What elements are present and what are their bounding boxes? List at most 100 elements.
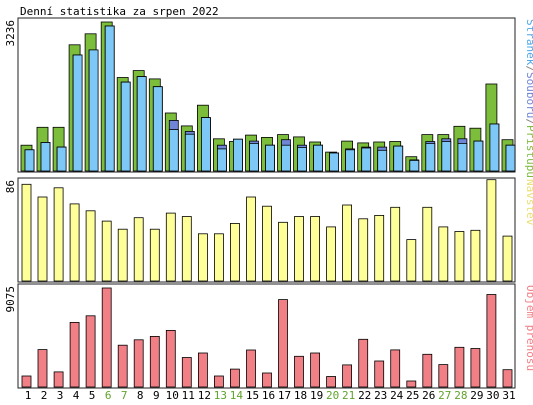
day-label-2: 2 bbox=[41, 389, 48, 402]
bar-objem-přenosu-day-27 bbox=[438, 364, 449, 388]
bar-návštěv-day-29 bbox=[470, 229, 481, 282]
bar-návštěv-day-14 bbox=[229, 222, 240, 282]
bar-stránek-day-31 bbox=[505, 144, 516, 172]
day-label-3: 3 bbox=[57, 389, 64, 402]
bar-objem-přenosu-day-9 bbox=[149, 335, 160, 388]
bar-návštěv-day-19 bbox=[310, 216, 321, 282]
bar-objem-přenosu-day-19 bbox=[310, 352, 321, 388]
bar-stránek-day-20 bbox=[329, 152, 340, 172]
legend-entry: Objem přenosu bbox=[524, 285, 533, 371]
bar-návštěv-day-17 bbox=[278, 221, 288, 282]
day-label-19: 19 bbox=[310, 389, 323, 402]
bar-objem-přenosu-day-22 bbox=[358, 338, 369, 388]
bar-objem-přenosu-day-29 bbox=[470, 348, 481, 388]
bar-objem-přenosu-day-24 bbox=[390, 349, 401, 388]
bar-stránek-day-30 bbox=[489, 123, 500, 172]
bar-stránek-day-29 bbox=[473, 140, 484, 172]
x-axis-day-labels: 1 2 3 4 5 6 7 8 9 10 11 12 13 14 15 16 17 18 19 20 21 22 23 24 2… bbox=[25, 389, 516, 402]
bar-stránek-day-17 bbox=[281, 144, 291, 172]
chart-title: Denní statistika za srpen 2022 bbox=[20, 5, 219, 18]
bar-návštěv-day-8 bbox=[133, 217, 144, 282]
bar-návštěv-day-4 bbox=[69, 203, 80, 282]
bar-návštěv-day-26 bbox=[422, 206, 433, 282]
day-label-23: 23 bbox=[374, 389, 387, 402]
bar-objem-přenosu-day-12 bbox=[197, 352, 208, 388]
day-label-25: 25 bbox=[406, 389, 419, 402]
bar-návštěv-day-12 bbox=[197, 233, 208, 282]
day-label-16: 16 bbox=[262, 389, 275, 402]
day-label-24: 24 bbox=[390, 389, 404, 402]
bar-návštěv-day-5 bbox=[85, 210, 96, 282]
transfer-volume-panel: 9075 Objem přenosu bbox=[4, 283, 533, 389]
bar-objem-přenosu-day-20 bbox=[326, 376, 337, 388]
day-label-12: 12 bbox=[198, 389, 211, 402]
bar-objem-přenosu-day-23 bbox=[374, 360, 385, 388]
bar-objem-přenosu-day-6 bbox=[101, 287, 112, 388]
legend-entry: / bbox=[524, 118, 533, 125]
bar-objem-přenosu-day-15 bbox=[246, 349, 256, 388]
day-label-28: 28 bbox=[454, 389, 467, 402]
bar-stránek-day-7 bbox=[120, 81, 131, 172]
y-max-label: 9075 bbox=[4, 286, 17, 313]
legend: Objem přenosu bbox=[524, 285, 533, 371]
day-label-18: 18 bbox=[294, 389, 307, 402]
legend-entry: Návštěv bbox=[524, 179, 533, 226]
y-max-label: 86 bbox=[4, 180, 17, 193]
day-label-4: 4 bbox=[73, 389, 80, 402]
bar-stránek-day-6 bbox=[104, 25, 115, 172]
legend-entry: Souborů bbox=[524, 72, 533, 118]
day-label-31: 31 bbox=[502, 389, 515, 402]
day-label-15: 15 bbox=[246, 389, 259, 402]
bar-stránek-day-9 bbox=[152, 86, 163, 172]
bar-objem-přenosu-day-13 bbox=[213, 375, 224, 388]
bar-objem-přenosu-day-16 bbox=[262, 372, 272, 388]
bar-objem-přenosu-day-14 bbox=[229, 368, 240, 388]
bar-stránek-day-2 bbox=[40, 142, 51, 172]
bar-objem-přenosu-day-5 bbox=[85, 315, 96, 388]
bar-stránek-day-4 bbox=[72, 54, 83, 172]
day-label-9: 9 bbox=[153, 389, 160, 402]
day-label-22: 22 bbox=[358, 389, 371, 402]
day-label-11: 11 bbox=[182, 389, 195, 402]
bar-objem-přenosu-day-4 bbox=[69, 321, 80, 388]
bar-návštěv-day-1 bbox=[21, 183, 32, 282]
chart-panels: 3236Stránek/Souborů/Přístupů86Návštěv907… bbox=[4, 17, 533, 402]
legend: Stránek/Souborů/Přístupů bbox=[524, 19, 533, 178]
bar-objem-přenosu-day-8 bbox=[133, 339, 144, 388]
bar-návštěv-day-9 bbox=[149, 228, 160, 282]
day-label-14: 14 bbox=[230, 389, 244, 402]
bar-návštěv-day-28 bbox=[454, 231, 465, 282]
bar-návštěv-day-23 bbox=[374, 214, 385, 282]
bar-stránek-day-3 bbox=[56, 146, 67, 172]
bar-objem-přenosu-day-1 bbox=[21, 375, 32, 388]
bar-objem-přenosu-day-28 bbox=[454, 346, 465, 388]
bar-návštěv-day-31 bbox=[502, 235, 513, 282]
day-label-17: 17 bbox=[278, 389, 291, 402]
bar-objem-přenosu-day-3 bbox=[53, 371, 64, 388]
bar-objem-přenosu-day-10 bbox=[165, 329, 176, 388]
bar-návštěv-day-18 bbox=[294, 216, 304, 282]
bar-objem-přenosu-day-11 bbox=[181, 357, 192, 388]
bar-návštěv-day-16 bbox=[262, 205, 272, 282]
bar-stránek-day-12 bbox=[200, 117, 211, 172]
bar-návštěv-day-24 bbox=[390, 206, 401, 282]
bar-stránek-day-28 bbox=[457, 142, 468, 172]
bar-objem-přenosu-day-26 bbox=[422, 353, 433, 388]
bar-návštěv-day-2 bbox=[37, 196, 48, 282]
bar-objem-přenosu-day-30 bbox=[486, 294, 497, 388]
bar-objem-přenosu-day-25 bbox=[406, 380, 417, 388]
bar-stránek-day-21 bbox=[345, 149, 356, 172]
bar-stránek-day-14 bbox=[232, 138, 243, 172]
day-label-6: 6 bbox=[105, 389, 112, 402]
bar-návštěv-day-3 bbox=[53, 187, 64, 282]
bar-objem-přenosu-day-21 bbox=[342, 364, 353, 388]
bar-stránek-day-22 bbox=[361, 147, 372, 172]
bar-návštěv-day-13 bbox=[213, 233, 224, 282]
bar-stránek-day-5 bbox=[88, 49, 99, 172]
legend-entry: Stránek bbox=[524, 19, 533, 66]
bar-stránek-day-23 bbox=[377, 149, 388, 172]
day-label-1: 1 bbox=[25, 389, 32, 402]
bar-stránek-day-13 bbox=[216, 148, 227, 172]
